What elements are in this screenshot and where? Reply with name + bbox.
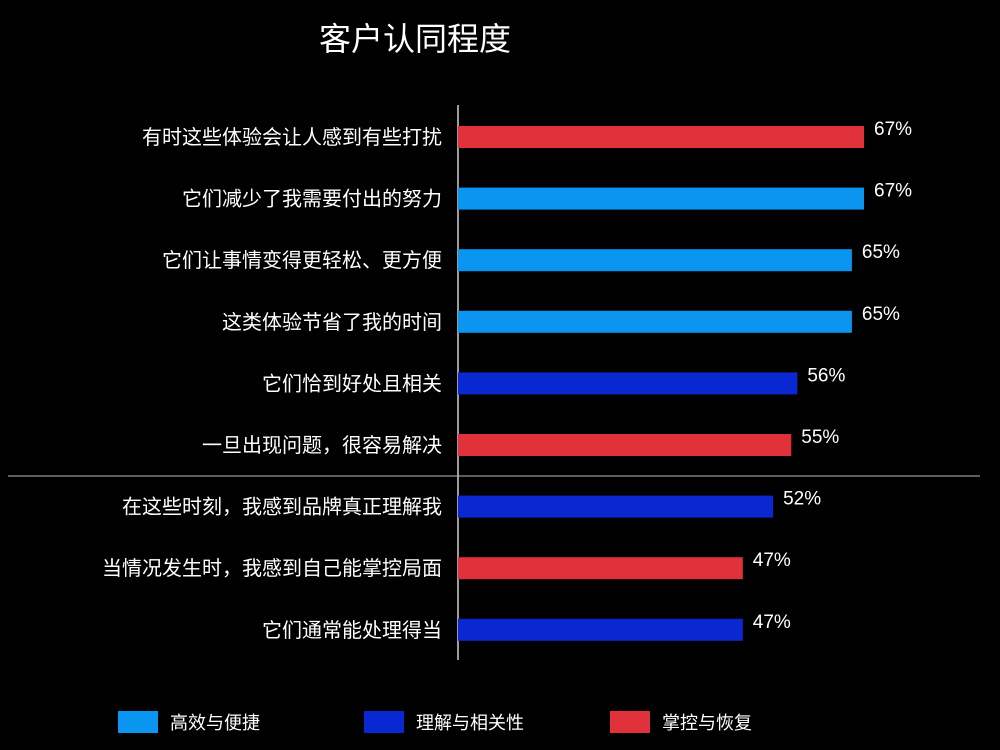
data-label-3: 65% (862, 304, 900, 325)
bar-3 (458, 310, 852, 333)
category-label-1: 它们减少了我需要付出的努力 (182, 187, 442, 211)
category-label-8: 它们通常能处理得当 (262, 618, 442, 642)
category-label-7: 当情况发生时，我感到自己能掌控局面 (102, 556, 442, 580)
category-label-6: 在这些时刻，我感到品牌真正理解我 (122, 495, 442, 519)
category-label-3: 这类体验节省了我的时间 (222, 310, 442, 334)
bar-7 (458, 557, 743, 580)
legend-swatch-relevance (364, 711, 404, 733)
bar-4 (458, 372, 798, 395)
legend-label-control: 掌控与恢复 (662, 713, 752, 734)
category-label-2: 它们让事情变得更轻松、更方便 (162, 248, 442, 272)
bar-5 (458, 434, 792, 456)
legend-label-relevance: 理解与相关性 (416, 713, 524, 734)
data-label-2: 65% (862, 242, 900, 263)
data-label-8: 47% (753, 612, 791, 633)
legend: 高效与便捷 理解与相关性 掌控与恢复 (0, 705, 1000, 741)
legend-swatch-control (610, 711, 650, 733)
bar-0 (458, 126, 864, 148)
chart-title: 客户认同程度 (318, 20, 511, 58)
category-label-0: 有时这些体验会让人感到有些打扰 (142, 125, 442, 149)
bar-1 (458, 187, 864, 210)
bar-chart: 有时这些体验会让人感到有些打扰 67% 它们减少了我需要付出的努力 67% 它们让事情变… (8, 105, 980, 660)
data-label-0: 67% (874, 119, 912, 140)
legend-item-relevance: 理解与相关性 (364, 709, 524, 735)
data-label-4: 56% (807, 365, 845, 386)
data-label-7: 47% (753, 550, 791, 571)
bar-6 (458, 495, 774, 518)
bars-group: 有时这些体验会让人感到有些打扰 67% 它们减少了我需要付出的努力 67% 它们让事情变… (102, 119, 912, 642)
category-label-4: 它们恰到好处且相关 (262, 371, 442, 395)
legend-item-control: 掌控与恢复 (610, 709, 752, 735)
bar-8 (458, 618, 743, 641)
legend-item-efficiency: 高效与便捷 (118, 709, 260, 735)
data-label-6: 52% (783, 489, 821, 510)
bar-2 (458, 249, 852, 272)
legend-label-efficiency: 高效与便捷 (170, 713, 260, 734)
data-label-5: 55% (801, 427, 839, 448)
legend-swatch-efficiency (118, 711, 158, 733)
category-label-5: 一旦出现问题，很容易解决 (202, 433, 442, 457)
data-label-1: 67% (874, 181, 912, 202)
